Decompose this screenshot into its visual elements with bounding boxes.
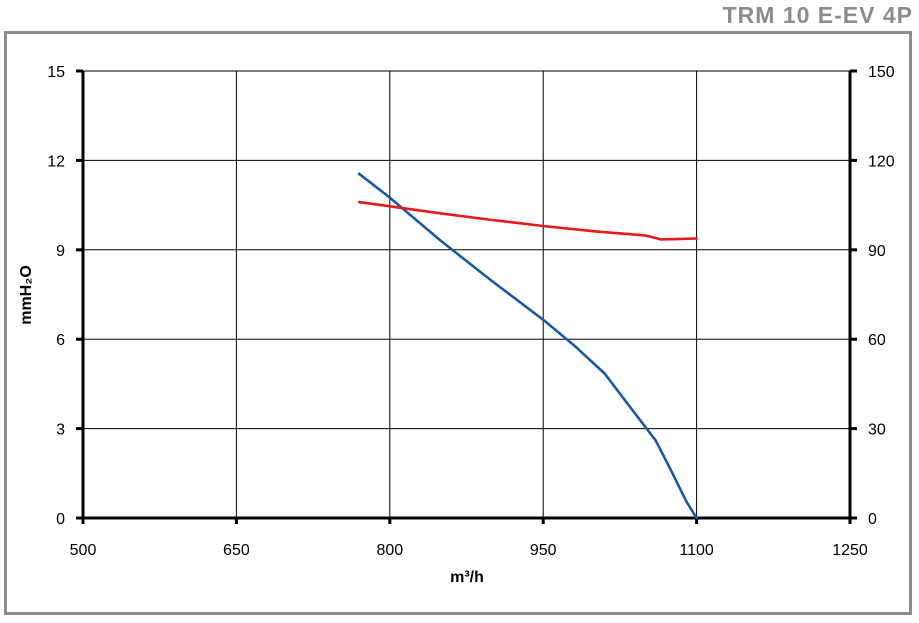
series <box>357 172 698 520</box>
y-axis-title: mmH₂O <box>18 265 35 325</box>
y2-tick-label: 30 <box>868 422 886 439</box>
model-title: TRM 10 E-EV 4P <box>722 2 913 28</box>
y-tick-label: 12 <box>47 153 65 170</box>
grid <box>83 70 850 518</box>
y2-tick-label: 90 <box>868 243 886 260</box>
x-tick-label: 950 <box>530 542 557 559</box>
red-curve <box>357 200 698 241</box>
x-tick-label: 800 <box>376 542 403 559</box>
x-tick-label: 650 <box>223 542 250 559</box>
y-tick-label: 15 <box>47 64 65 81</box>
y-tick-label: 9 <box>56 243 65 260</box>
x-tick-label: 1250 <box>832 542 868 559</box>
y-tick-label: 0 <box>56 511 65 528</box>
y-tick-label: 6 <box>56 332 65 349</box>
x-tick-label: 1100 <box>679 542 714 559</box>
y2-tick-label: 150 <box>868 64 895 81</box>
chart-frame <box>4 31 912 615</box>
x-axis-title: m³/h <box>450 569 484 586</box>
y2-tick-label: 60 <box>868 332 886 349</box>
blue-curve <box>357 172 698 520</box>
tick-labels: 500 650 800 950 1100 125003691215030609012015… <box>47 64 895 559</box>
x-tick-label: 500 <box>70 542 97 559</box>
axes <box>76 69 857 524</box>
y2-tick-label: 0 <box>868 511 877 528</box>
y-tick-label: 3 <box>56 422 65 439</box>
y2-tick-label: 120 <box>868 153 895 170</box>
